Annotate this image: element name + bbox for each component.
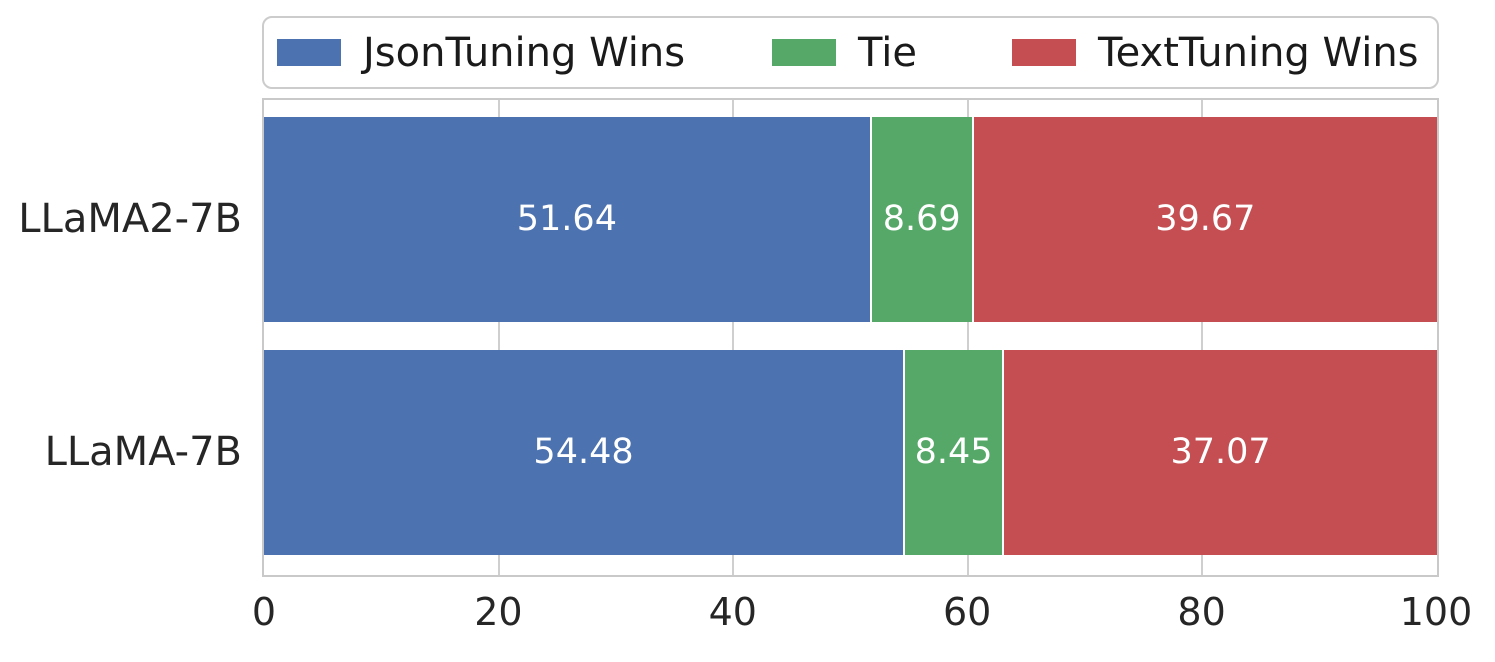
y-axis-label-LLaMA-7B: LLaMA-7B: [44, 429, 242, 475]
bar-segment-texttuning-wins: 39.67: [971, 116, 1437, 322]
bar-row-LLaMA-7B: 54.48 8.45 37.07: [264, 349, 1437, 556]
legend: JsonTuning Wins Tie TextTuning Wins: [262, 16, 1439, 89]
gridline-x-20: [497, 100, 500, 575]
bar-segment-tie: 8.69: [869, 116, 972, 322]
bar-value-label: 37.07: [1170, 431, 1271, 472]
bar-segment-tie: 8.45: [903, 349, 1003, 556]
bar-value-label: 8.69: [882, 198, 961, 239]
legend-swatch-icon: [772, 39, 836, 66]
x-tick-label-20: 20: [474, 590, 523, 634]
bar-segment-texttuning-wins: 37.07: [1002, 349, 1437, 556]
x-tick-label-40: 40: [708, 590, 757, 634]
plot-area: 51.64 8.69 39.67 54.48 8.45 37.07: [262, 98, 1439, 577]
bar-value-label: 54.48: [533, 431, 634, 472]
x-tick-label-60: 60: [943, 590, 992, 634]
bar-segment-jsontuning-wins: 51.64: [264, 116, 870, 322]
legend-swatch-icon: [1012, 39, 1076, 66]
bar-row-LLaMA2-7B: 51.64 8.69 39.67: [264, 116, 1437, 322]
gridline-x-40: [732, 100, 735, 575]
x-tick-label-100: 100: [1399, 590, 1473, 634]
legend-swatch-icon: [277, 39, 341, 66]
legend-label: TextTuning Wins: [1098, 29, 1419, 76]
bar-value-label: 8.45: [914, 431, 993, 472]
x-axis-tick-labels: 0 20 40 60 80 100: [252, 590, 1472, 650]
bar-value-label: 39.67: [1155, 198, 1256, 239]
x-tick-label-80: 80: [1177, 590, 1226, 634]
legend-item-1: Tie: [772, 33, 917, 73]
y-axis-label-LLaMA2-7B: LLaMA2-7B: [18, 196, 242, 242]
legend-label: Tie: [858, 29, 917, 76]
legend-label: JsonTuning Wins: [363, 29, 686, 76]
gridline-x-80: [1201, 100, 1204, 575]
bar-value-label: 51.64: [516, 198, 617, 239]
gridline-x-60: [966, 100, 969, 575]
bar-segment-jsontuning-wins: 54.48: [264, 349, 904, 556]
y-axis-category-labels: LLaMA2-7B LLaMA-7B: [0, 0, 242, 662]
legend-item-2: TextTuning Wins: [1012, 33, 1419, 73]
legend-item-0: JsonTuning Wins: [277, 33, 685, 73]
x-tick-label-0: 0: [251, 590, 277, 634]
